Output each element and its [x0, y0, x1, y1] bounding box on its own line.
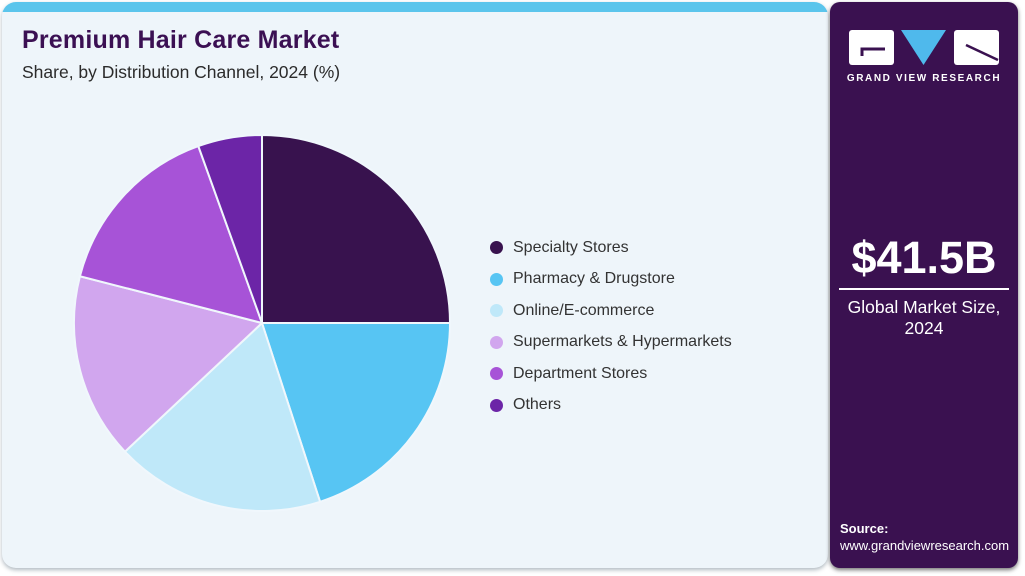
legend-label: Others: [513, 396, 562, 414]
legend-label: Online/E-commerce: [513, 301, 655, 319]
legend-swatch-icon: [490, 367, 503, 381]
pie-chart: [73, 134, 451, 512]
pie-slice: [261, 134, 451, 324]
market-size-label-line1: Global Market Size,: [847, 297, 1001, 317]
legend-label: Department Stores: [513, 364, 648, 382]
market-size-label-line2: 2024: [904, 318, 944, 338]
legend-swatch-icon: [490, 335, 503, 349]
brand-logo: GRAND VIEW RESEARCH: [830, 30, 1018, 84]
page-subtitle: Share, by Distribution Channel, 2024 (%): [22, 62, 341, 82]
legend-item: Specialty Stores: [490, 232, 732, 264]
market-size-value: $41.5B: [851, 232, 997, 283]
top-accent-bar: [2, 2, 828, 12]
legend-label: Pharmacy & Drugstore: [513, 270, 675, 288]
header: Premium Hair Care Market Share, by Distr…: [22, 26, 340, 83]
pie-slice: [123, 322, 322, 512]
pie-slice: [73, 275, 263, 453]
source-block: Source: www.grandviewresearch.com: [840, 520, 1009, 554]
market-size-stat: $41.5B Global Market Size, 2024: [830, 234, 1018, 339]
source-url: www.grandviewresearch.com: [840, 538, 1010, 553]
pie-chart-container: [70, 131, 454, 515]
chart-card: Premium Hair Care Market Share, by Distr…: [2, 2, 828, 568]
pie-slice: [78, 145, 263, 324]
page-title: Premium Hair Care Market: [22, 26, 340, 54]
source-label: Source:: [840, 521, 889, 536]
legend-label: Specialty Stores: [513, 238, 629, 256]
legend-swatch-icon: [490, 241, 503, 255]
legend-item: Online/E-commerce: [490, 295, 732, 327]
legend-swatch-icon: [490, 272, 503, 286]
pie-slice: [197, 134, 263, 324]
brand-sidebar: GRAND VIEW RESEARCH $41.5B Global Market…: [830, 2, 1018, 568]
legend-item: Department Stores: [490, 358, 732, 390]
legend-swatch-icon: [490, 398, 503, 412]
gvr-logo-icon: [849, 30, 999, 65]
stat-divider: [839, 288, 1009, 290]
legend: Specialty Stores Pharmacy & Drugstore On…: [490, 232, 732, 421]
brand-name: GRAND VIEW RESEARCH: [846, 73, 1002, 84]
legend-label: Supermarkets & Hypermarkets: [513, 333, 732, 351]
legend-swatch-icon: [490, 304, 503, 318]
pie-slice: [261, 322, 451, 503]
legend-item: Pharmacy & Drugstore: [490, 264, 732, 296]
market-size-label: Global Market Size, 2024: [830, 297, 1018, 339]
legend-item: Others: [490, 390, 732, 422]
legend-item: Supermarkets & Hypermarkets: [490, 327, 732, 359]
